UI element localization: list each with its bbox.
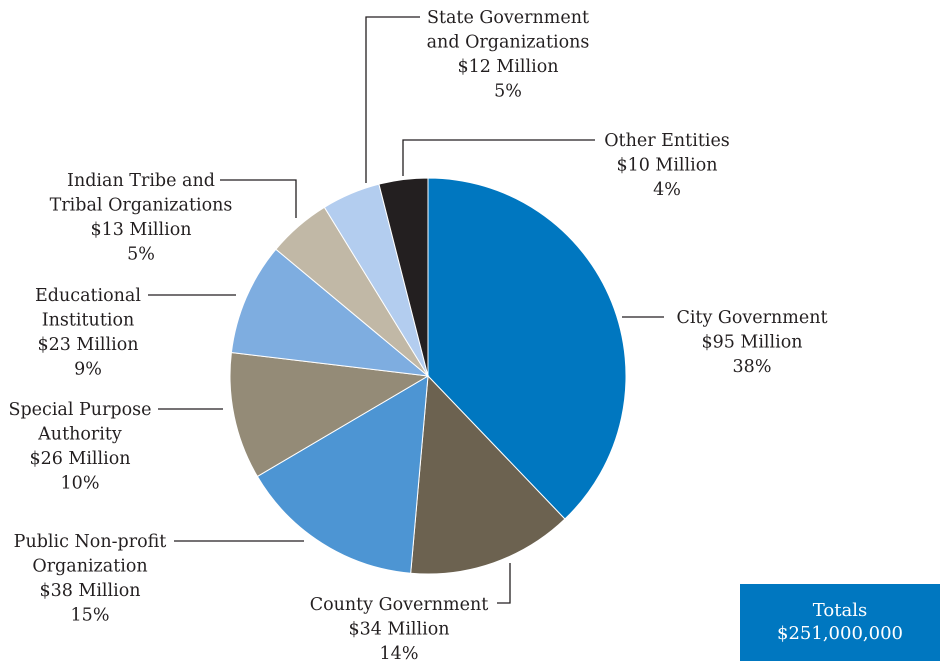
pie-slice-county-government <box>410 374 566 575</box>
slice-label-indian-tribe-and-tribal-organizations: Indian Tribe and Tribal Organizations $13 … <box>50 171 233 265</box>
slice-name-county-government: County Government <box>310 595 489 615</box>
pie-slice-city-government <box>427 177 627 520</box>
slice-name-indian-tribe-and-tribal-organizations: Indian Tribe and <box>67 171 215 191</box>
pie-slice-public-non-profit-organization <box>256 375 429 574</box>
slice-name-educational-institution: Educational <box>35 286 141 306</box>
totals-label: Totals <box>812 600 868 621</box>
pie-slices <box>229 177 627 575</box>
slice-percent-state-government-and-organizations: 5% <box>494 82 522 102</box>
slice-name-special-purpose-authority: Special Purpose <box>8 400 151 420</box>
leader-line-other-entities <box>402 139 595 176</box>
slice-amount-other-entities: $10 Million <box>616 156 717 176</box>
slice-label-educational-institution: Educational Institution $23 Million 9% <box>35 286 141 380</box>
slice-amount-public-non-profit-organization: $38 Million <box>39 581 140 601</box>
slice-name-city-government: City Government <box>676 308 827 328</box>
pie-slice-educational-institution <box>230 248 430 377</box>
slice-name-state-government-and-organizations: and Organizations <box>427 33 590 53</box>
slice-percent-city-government: 38% <box>733 357 772 377</box>
totals-box: Totals $251,000,000 <box>740 584 940 661</box>
slice-label-special-purpose-authority: Special Purpose Authority $26 Million 10% <box>8 400 151 494</box>
slice-amount-indian-tribe-and-tribal-organizations: $13 Million <box>90 220 191 240</box>
slice-label-county-government: County Government $34 Million 14% <box>310 595 489 661</box>
slice-percent-indian-tribe-and-tribal-organizations: 5% <box>127 245 155 265</box>
slice-percent-other-entities: 4% <box>653 180 681 200</box>
slice-amount-state-government-and-organizations: $12 Million <box>457 57 558 77</box>
slice-amount-city-government: $95 Million <box>701 333 802 353</box>
slice-name-educational-institution: Institution <box>42 311 135 331</box>
leader-lines <box>148 16 664 604</box>
leader-line-indian-tribe-and-tribal-organizations <box>220 179 297 218</box>
slice-name-state-government-and-organizations: State Government <box>427 8 589 28</box>
slice-label-other-entities: Other Entities $10 Million 4% <box>604 131 730 200</box>
totals-value: $251,000,000 <box>777 623 903 644</box>
slice-name-public-non-profit-organization: Public Non-profit <box>14 532 167 552</box>
slice-name-special-purpose-authority: Authority <box>37 425 122 445</box>
slice-label-public-non-profit-organization: Public Non-profit Organization $38 Million… <box>14 532 167 626</box>
slice-amount-educational-institution: $23 Million <box>37 335 138 355</box>
slice-percent-county-government: 14% <box>380 644 419 661</box>
slice-labels: City Government $95 Million 38% County Gove… <box>8 8 827 661</box>
slice-name-public-non-profit-organization: Organization <box>32 557 147 577</box>
leader-line-county-government <box>497 563 511 604</box>
slice-label-city-government: City Government $95 Million 38% <box>676 308 827 377</box>
slice-percent-public-non-profit-organization: 15% <box>71 606 110 626</box>
slice-amount-county-government: $34 Million <box>348 620 449 640</box>
slice-label-state-government-and-organizations: State Government and Organizations $12 Mil… <box>427 8 590 102</box>
pie-slice-special-purpose-authority <box>229 351 430 478</box>
leader-line-state-government-and-organizations <box>365 16 420 183</box>
slice-percent-educational-institution: 9% <box>74 360 102 380</box>
slice-name-indian-tribe-and-tribal-organizations: Tribal Organizations <box>50 196 233 216</box>
pie-slice-other-entities <box>378 177 429 377</box>
slice-percent-special-purpose-authority: 10% <box>61 474 100 494</box>
slice-amount-special-purpose-authority: $26 Million <box>29 449 130 469</box>
slice-name-other-entities: Other Entities <box>604 131 730 151</box>
